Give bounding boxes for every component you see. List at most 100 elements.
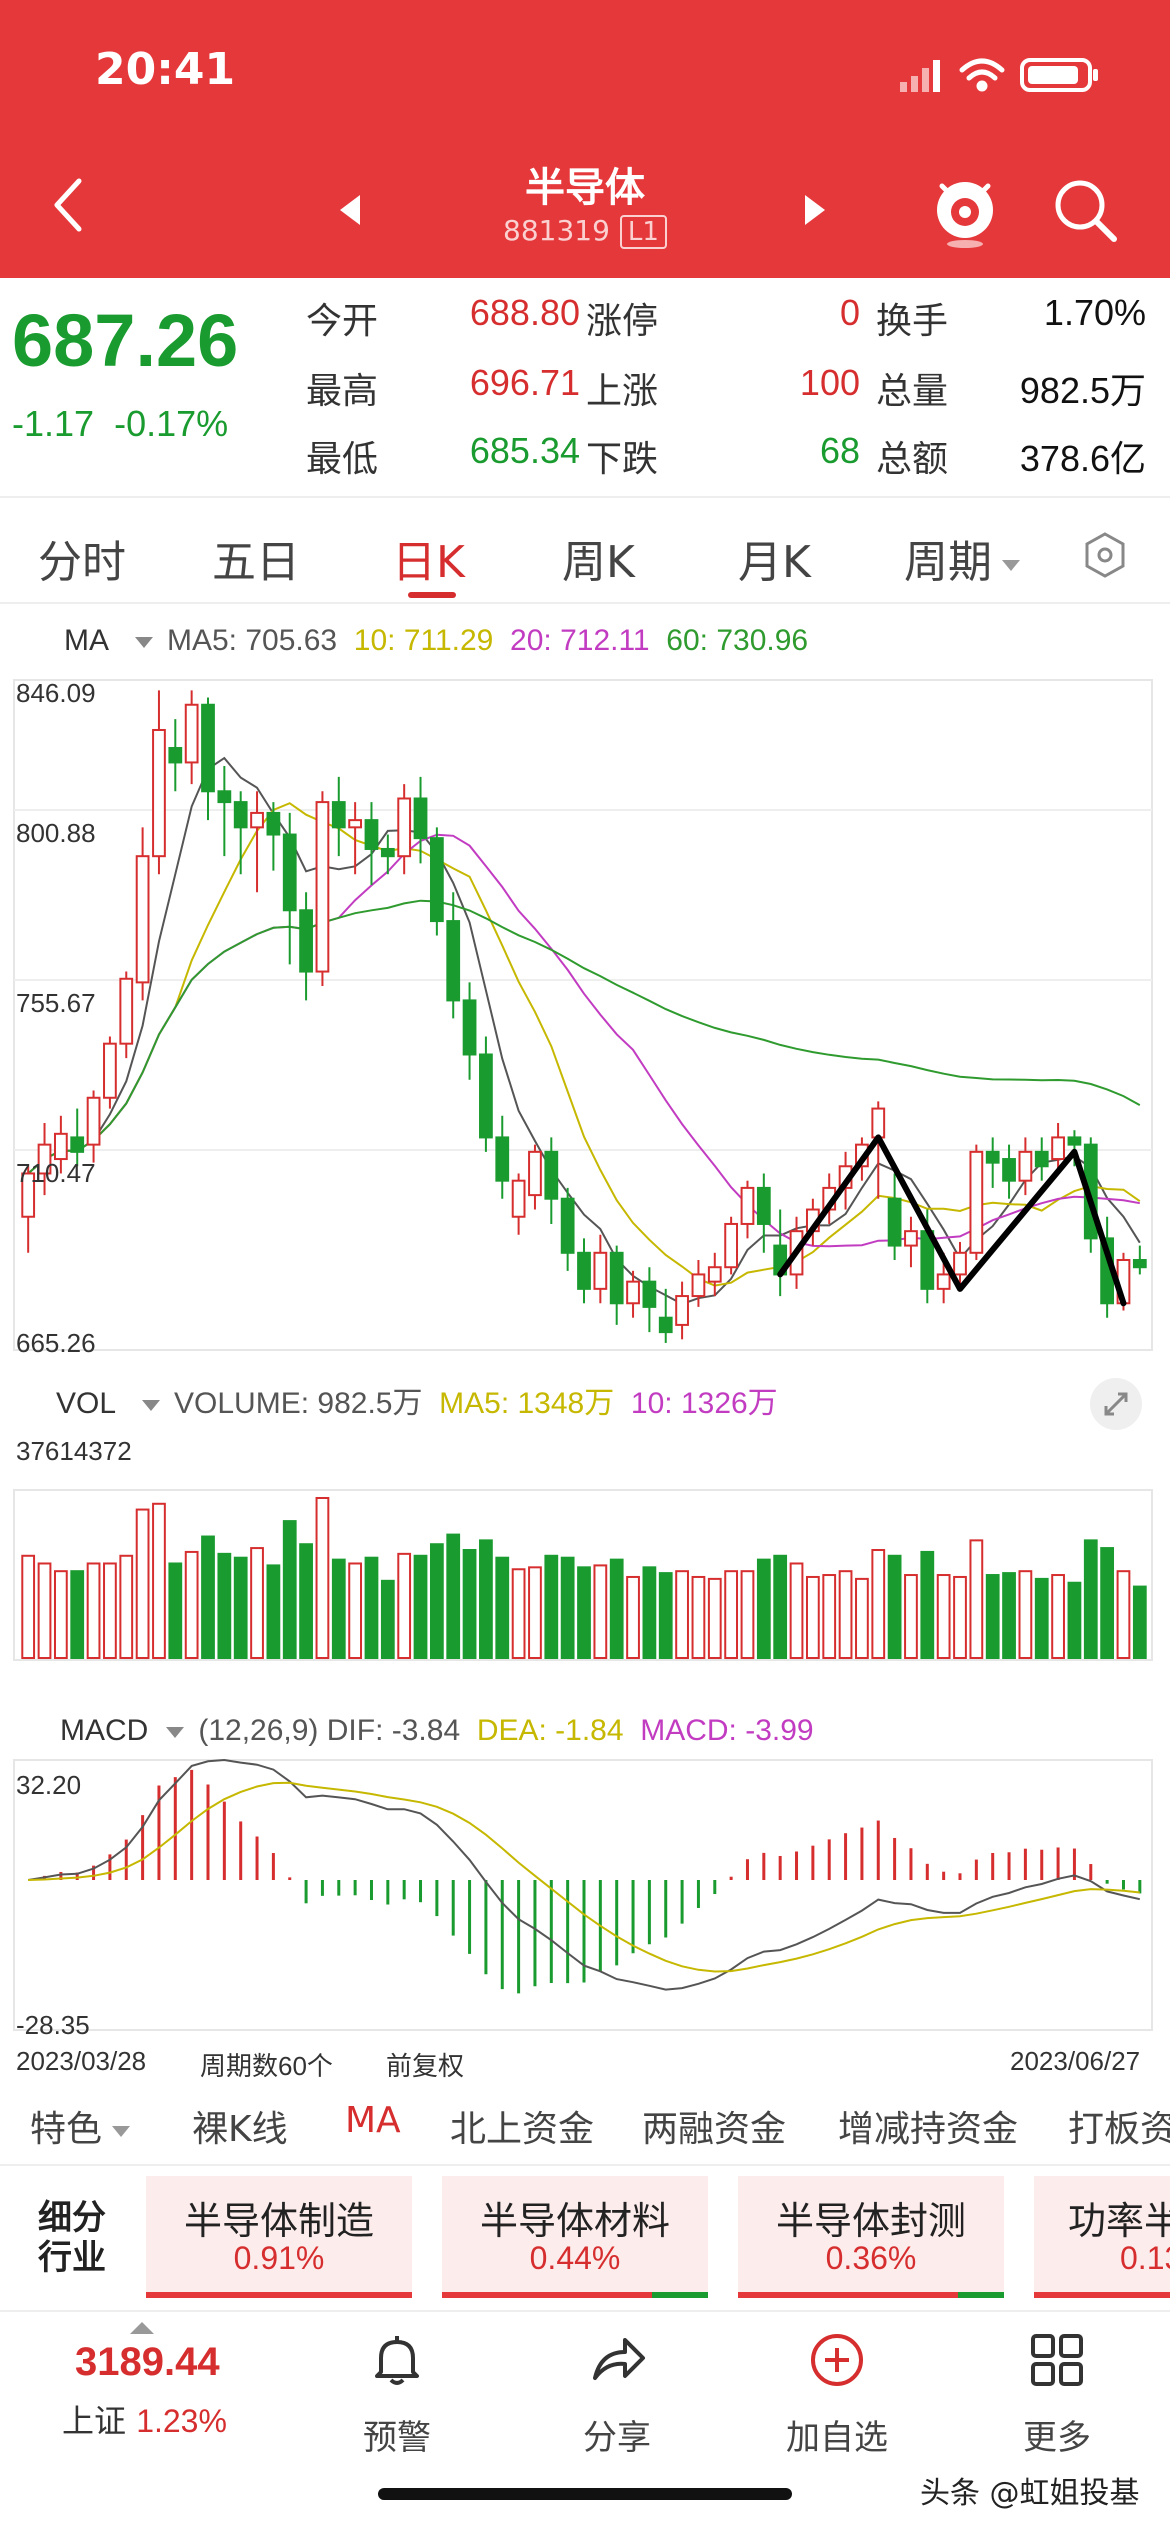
- volume-bar: [805, 1575, 820, 1659]
- ma10-line: [27, 802, 1141, 1287]
- volume-bar: [1100, 1547, 1115, 1660]
- expand-icon[interactable]: [1088, 1376, 1144, 1432]
- high-value: 696.71: [469, 362, 580, 403]
- tab-daily-k[interactable]: 日K: [392, 537, 465, 588]
- mascot-icon[interactable]: [930, 168, 1000, 248]
- volume-bar: [462, 1549, 477, 1659]
- status-icons: [900, 58, 1098, 92]
- tab-period-dropdown[interactable]: 周期: [904, 526, 1020, 590]
- chevron-down-icon[interactable]: [142, 1399, 161, 1411]
- feature-tab-ma[interactable]: MA: [345, 2100, 401, 2141]
- volume-bar: [985, 1574, 1000, 1660]
- settings-hexagon-icon[interactable]: [1080, 530, 1130, 580]
- volume-bar: [740, 1570, 755, 1659]
- candle: [446, 892, 461, 1019]
- candle: [152, 690, 166, 875]
- index-line[interactable]: 上证 1.23%: [62, 2396, 227, 2442]
- candle: [380, 834, 395, 875]
- volume-bar: [266, 1564, 281, 1659]
- index-value[interactable]: 3189.44: [75, 2340, 220, 2384]
- volume-bar: [544, 1554, 559, 1659]
- kline-chart[interactable]: MA MA5: 705.63 10: 711.29 20: 712.11 60: …: [0, 610, 1170, 2081]
- candle: [429, 827, 444, 936]
- tab-five-day[interactable]: 五日: [212, 537, 300, 588]
- feature-tab-naked-k[interactable]: 裸K线: [192, 2109, 288, 2150]
- panel-frame: [13, 679, 1153, 1351]
- volume-bar: [773, 1554, 788, 1659]
- candle: [103, 1036, 117, 1109]
- tab-intraday[interactable]: 分时: [38, 537, 126, 588]
- feature-tab-holding-change[interactable]: 增减持资金: [838, 2109, 1019, 2150]
- candle: [773, 1209, 788, 1297]
- stock-code-row: 881319 L1: [0, 214, 1170, 249]
- macd-params: (12,26,9): [198, 1714, 319, 1747]
- feature-tab-special[interactable]: 特色: [30, 2100, 131, 2152]
- candle: [609, 1245, 624, 1325]
- volume-bar: [70, 1570, 85, 1659]
- candle: [1034, 1137, 1049, 1181]
- hand-drawn-m-pattern: [777, 1134, 1127, 1307]
- feature-tab-limit-board[interactable]: 打板资: [1068, 2109, 1170, 2150]
- candle: [479, 1036, 493, 1152]
- feature-tab-margin[interactable]: 两融资金: [642, 2109, 787, 2150]
- adjust-note: 前复权: [386, 2051, 465, 2081]
- back-button[interactable]: [45, 175, 95, 235]
- sector-card[interactable]: 半导体制造 0.91%: [146, 2176, 412, 2298]
- candle: [397, 784, 412, 875]
- volume-bar: [724, 1570, 739, 1659]
- sector-card[interactable]: 半导体封测 0.36%: [738, 2176, 1004, 2298]
- add-watchlist-button[interactable]: 加自选: [762, 2330, 912, 2460]
- app-header: 20:41 半导体 881319 L1: [0, 0, 1170, 278]
- alert-button[interactable]: 预警: [322, 2330, 472, 2460]
- turnover-value: 1.70%: [1043, 292, 1146, 333]
- sector-pct: 0.44%: [529, 2240, 621, 2276]
- search-button[interactable]: [1050, 175, 1120, 245]
- next-stock-button[interactable]: [805, 195, 825, 225]
- grid-icon: [1031, 2334, 1083, 2386]
- chevron-down-icon: [1002, 559, 1020, 571]
- sector-card[interactable]: 功率半 0.13: [1034, 2176, 1170, 2298]
- annotations: [777, 1134, 1127, 1307]
- limit-up-label: 涨停: [586, 301, 659, 342]
- volume-bar: [577, 1566, 591, 1659]
- vol-ma10-value: 10: 1326万: [630, 1387, 778, 1420]
- ma60-value: 60: 730.96: [666, 624, 809, 657]
- volume-bars: [21, 1497, 1147, 1660]
- stock-code: 881319: [503, 214, 610, 247]
- prev-stock-button[interactable]: [340, 195, 360, 225]
- signal-icon: [900, 60, 940, 92]
- more-button[interactable]: 更多: [982, 2330, 1132, 2460]
- volume-bar: [707, 1577, 722, 1660]
- volume-bar: [1067, 1581, 1082, 1659]
- macd-bars: [28, 1758, 1142, 1994]
- period-tabs: 分时 五日 日K 周K 月K 周期: [0, 508, 1170, 604]
- index-expand-arrow-icon[interactable]: [130, 2322, 154, 2334]
- ma-label: MA: [64, 624, 109, 657]
- volume-bar: [315, 1497, 330, 1659]
- volume-bar: [789, 1562, 804, 1660]
- dea-line: [28, 1781, 1140, 1973]
- volume-bar: [1083, 1539, 1098, 1659]
- feature-label: 特色: [30, 2109, 103, 2150]
- candle: [969, 1144, 984, 1261]
- share-label: 分享: [583, 2418, 651, 2458]
- share-button[interactable]: 分享: [542, 2330, 692, 2460]
- volume-bar: [675, 1570, 689, 1659]
- candle: [691, 1260, 706, 1307]
- feature-tab-northbound[interactable]: 北上资金: [450, 2109, 595, 2150]
- candle: [233, 791, 248, 875]
- volume-bar: [1132, 1585, 1147, 1659]
- candle: [904, 1216, 918, 1268]
- candle: [282, 812, 297, 965]
- ma5-value: MA5: 705.63: [167, 624, 338, 657]
- candle: [528, 1144, 542, 1210]
- tab-weekly-k[interactable]: 周K: [562, 537, 635, 588]
- change-percent: -0.17%: [114, 403, 229, 444]
- chevron-down-icon[interactable]: [135, 636, 153, 648]
- tab-monthly-k[interactable]: 月K: [738, 537, 811, 588]
- sector-card[interactable]: 半导体材料 0.44%: [442, 2176, 708, 2298]
- chevron-down-icon[interactable]: [166, 1726, 185, 1738]
- volume-bar: [1034, 1577, 1049, 1660]
- price-axis-label: 665.26: [16, 1328, 96, 1358]
- sector-bar: [652, 2292, 708, 2298]
